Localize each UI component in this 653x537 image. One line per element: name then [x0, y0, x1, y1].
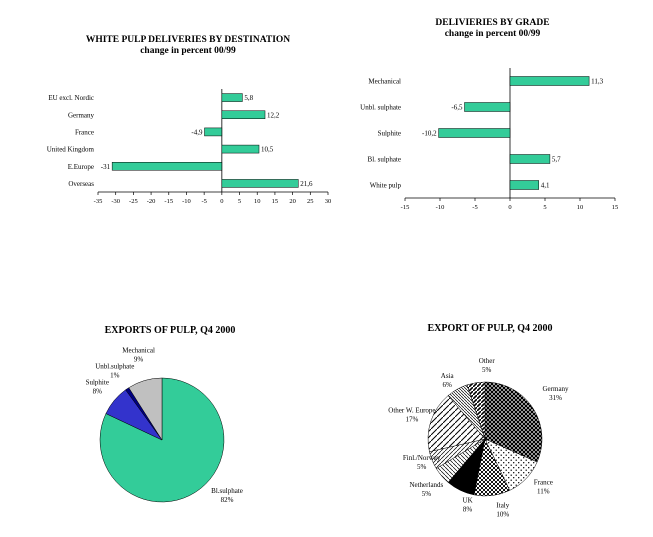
pie-slice-label: Other W. Europe 17% — [388, 407, 435, 424]
category-label: France — [75, 128, 94, 136]
chart-title: EXPORT OF PULP, Q4 2000 — [427, 323, 553, 334]
chart-export-of-pulp-by-country: EXPORT OF PULP, Q4 2000 — [365, 323, 615, 537]
x-tick-label: -20 — [147, 198, 156, 205]
category-label: United Kingdom — [47, 146, 95, 154]
bar — [221, 110, 266, 119]
value-label: 5,7 — [552, 156, 561, 164]
bar — [111, 162, 223, 171]
value-label: 11,3 — [591, 78, 603, 86]
value-label: 4,1 — [541, 182, 550, 190]
pie-slice-label: France 11% — [534, 479, 553, 496]
x-tick-label: 10 — [254, 198, 261, 205]
chart-white-pulp-deliveries-by-destination: WHITE PULP DELIVERIES BY DESTINATION cha… — [38, 35, 338, 211]
x-tick-label: 30 — [325, 198, 332, 205]
x-tick-label: -10 — [182, 198, 191, 205]
pie-slice-label: Sulphite 8% — [86, 378, 109, 395]
x-tick-label: -5 — [201, 198, 206, 205]
pie-slice-label: Asia 6% — [441, 372, 455, 389]
x-tick-label: -10 — [436, 204, 445, 211]
value-label: 21,6 — [300, 180, 313, 188]
chart-subtitle: change in percent 00/99 — [140, 46, 236, 56]
x-tick-label: -30 — [111, 198, 120, 205]
category-label: Sulphite — [378, 130, 401, 138]
value-label: 12,2 — [267, 111, 280, 119]
bar — [509, 76, 590, 86]
bar — [221, 179, 299, 188]
pie-slice — [427, 395, 486, 452]
x-tick-label: 0 — [220, 198, 223, 205]
bar-plot: -15 -10 -5 0 5 10 15 Mechanical 11,3 Unbl. sulpha… — [360, 68, 619, 211]
bar — [204, 127, 223, 137]
value-label: -4,9 — [191, 128, 203, 136]
pie-slice-label: Unbl.sulphate 1% — [95, 363, 134, 380]
pie-slice — [128, 377, 163, 441]
pie-slice-label: Mechanical 9% — [122, 346, 155, 363]
category-label: Germany — [68, 111, 95, 119]
category-label: Overseas — [68, 180, 94, 188]
pie-slice-label: Germany 31% — [543, 385, 570, 402]
chart-title: DELIVIERIES BY GRADE — [435, 18, 550, 28]
category-label: Bl. sulphate — [368, 156, 401, 164]
x-tick-label: 15 — [612, 204, 619, 211]
pie-slice-label: Bl.sulphate 82% — [211, 487, 243, 504]
bar-plot: -35 -30 -25 -20 -15 -10 -5 0 5 10 15 20 25 30 EU excl.… — [47, 89, 332, 205]
x-tick-label: 25 — [307, 198, 314, 205]
value-label: -10,2 — [422, 130, 437, 138]
category-label: EU excl. Nordic — [48, 94, 94, 102]
x-tick-label: 0 — [508, 204, 511, 211]
value-label: -31 — [101, 163, 111, 171]
x-tick-label: -25 — [129, 198, 138, 205]
category-label: E.Europe — [68, 163, 94, 171]
bar — [221, 144, 260, 154]
chart-title: EXPORTS OF PULP, Q4 2000 — [104, 325, 236, 336]
pie-slice — [466, 381, 486, 440]
x-tick-label: -15 — [401, 204, 410, 211]
pie-slice-label: Italy 10% — [496, 501, 509, 518]
value-label: 5,8 — [244, 94, 253, 102]
category-label: White pulp — [370, 182, 402, 190]
bar — [438, 128, 511, 138]
pie-plot: Germany 31% France 11% Italy 10% UK 8% Netherlan… — [388, 357, 570, 518]
category-label: Unbl. sulphate — [360, 104, 401, 112]
bar — [509, 154, 551, 164]
pie-slice-label: Netherlands 5% — [409, 481, 443, 498]
value-label: -6,5 — [451, 104, 463, 112]
value-label: 10,5 — [261, 146, 274, 154]
bar — [509, 180, 539, 190]
chart-deliveries-by-grade: DELIVIERIES BY GRADE change in percent 0… — [350, 18, 635, 216]
bar — [464, 102, 511, 112]
x-tick-label: 5 — [543, 204, 546, 211]
x-tick-label: 15 — [272, 198, 279, 205]
x-tick-label: 5 — [238, 198, 241, 205]
pie-slice-label: Other 5% — [479, 357, 496, 374]
x-tick-label: 20 — [289, 198, 296, 205]
pie-slice-label: UK 8% — [463, 496, 473, 513]
pie-slice — [484, 381, 543, 463]
pie-plot: Bl.sulphate 82% Sulphite 8%Unbl.sulphate 1%M… — [86, 346, 243, 504]
x-tick-label: -15 — [164, 198, 173, 205]
x-tick-label: -5 — [472, 204, 477, 211]
category-label: Mechanical — [368, 78, 401, 86]
pie-slice-label: Finl./Norway 5% — [403, 454, 441, 471]
bar — [221, 93, 243, 102]
x-tick-label: 10 — [577, 204, 584, 211]
x-tick-label: -35 — [94, 198, 103, 205]
chart-subtitle: change in percent 00/99 — [444, 29, 541, 39]
chart-exports-of-pulp-by-grade: EXPORTS OF PULP, Q4 2000 Bl.sulphate 82% S… — [40, 325, 300, 531]
chart-title: WHITE PULP DELIVERIES BY DESTINATION — [85, 35, 291, 45]
